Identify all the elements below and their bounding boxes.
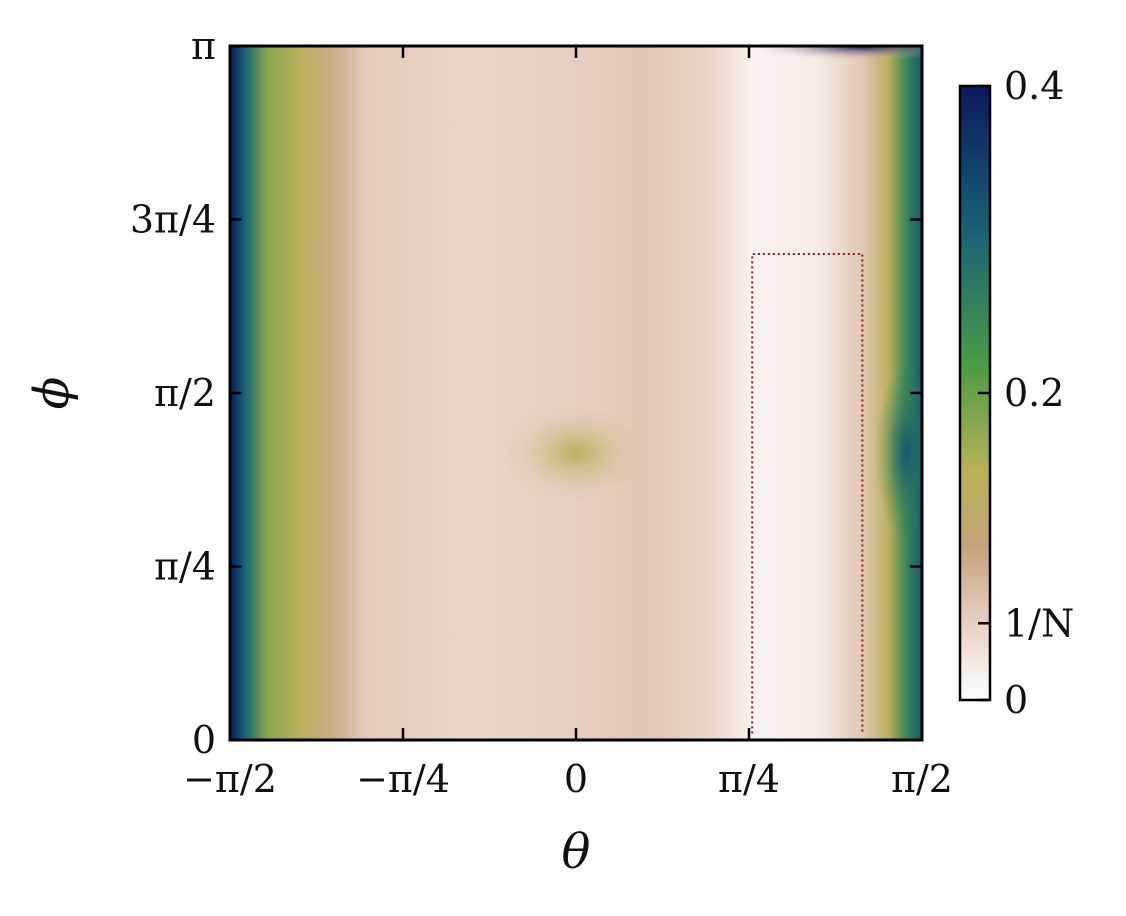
x-tick-label: π/4 — [718, 757, 780, 801]
heatmap-field — [230, 46, 922, 740]
heatmap-peak — [752, 46, 922, 61]
colorbar-tick-label: 0 — [1004, 678, 1028, 722]
x-axis-label: θ — [562, 824, 591, 880]
colorbar-ticks: 0 1/N 0.2 0.4 — [978, 64, 1074, 722]
x-tick-label: π/2 — [891, 757, 953, 801]
y-axis-label: ϕ — [24, 377, 80, 410]
x-tick-label: −π/4 — [356, 757, 450, 801]
y-tick-label: 0 — [192, 718, 216, 762]
x-tick-label: −π/2 — [183, 757, 277, 801]
colorbar-tick-label: 1/N — [1004, 601, 1074, 645]
y-tick-label: π/4 — [154, 545, 216, 589]
heatmap-features — [496, 46, 922, 543]
heatmap-peak — [876, 362, 922, 543]
x-axis-ticks: −π/2 −π/4 0 π/4 π/2 — [183, 46, 953, 801]
y-tick-label: π/2 — [154, 371, 216, 415]
colorbar-tick-label: 0.2 — [1004, 371, 1064, 415]
y-tick-label: 3π/4 — [130, 198, 216, 242]
heatmap-peak — [496, 397, 656, 508]
heatmap-plot-area — [230, 46, 922, 740]
y-axis-ticks: 0 π/4 π/2 3π/4 π — [130, 24, 922, 762]
colorbar-tick-label: 0.4 — [1004, 64, 1064, 108]
y-tick-label: π — [191, 24, 216, 68]
x-tick-label: 0 — [564, 757, 588, 801]
